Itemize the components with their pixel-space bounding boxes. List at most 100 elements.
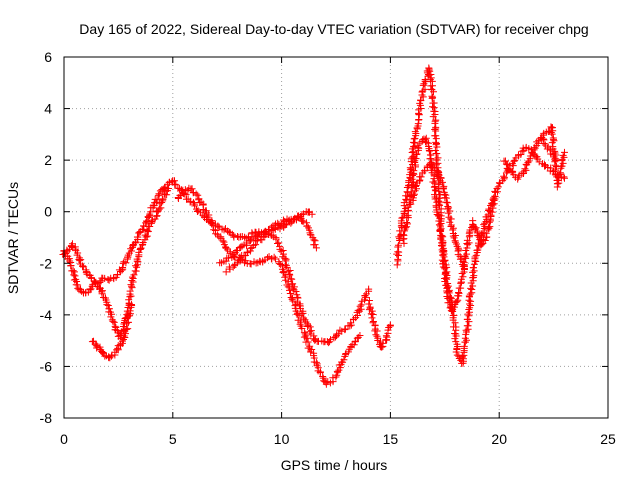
data-point [281,273,289,281]
data-point [121,333,129,341]
data-point [304,338,312,346]
data-point [475,242,483,250]
data-point [190,199,198,207]
axis-ticks: 0 5 10 15 20 25 -8 -6 -4 -2 0 2 4 6 [40,49,616,447]
data-point [427,74,435,82]
data-point [455,246,463,254]
data-point [412,151,420,159]
data-point [463,315,471,323]
data-point [471,253,479,261]
data-point [365,300,373,308]
data-point [559,151,567,159]
data-point [449,308,457,316]
data-point [270,253,278,261]
data-point [319,372,327,380]
data-point [311,241,319,249]
data-point [522,166,530,174]
data-point [275,239,283,247]
data-point [560,148,568,156]
data-point [157,204,165,212]
data-point [442,198,450,206]
data-point [469,264,477,272]
data-point [494,183,502,191]
data-point [431,125,439,133]
data-point [439,185,447,193]
data-point [460,342,468,350]
data-point [228,230,236,238]
y-tick-label: 4 [44,101,52,117]
data-point [333,367,341,375]
data-point [119,263,127,271]
data-point [445,289,453,297]
data-point [127,301,135,309]
data-point [490,194,498,202]
data-point [289,297,297,305]
data-point [123,320,131,328]
data-point [415,111,423,119]
data-point [252,237,260,245]
data-point [93,344,101,352]
data-point [210,226,218,234]
series-track-e [174,184,364,388]
y-tick-label: 0 [44,204,52,220]
data-point [129,274,137,282]
data-point [451,335,459,343]
data-point [124,318,132,326]
data-point [422,134,430,142]
data-point [458,269,466,277]
data-point [432,116,440,124]
data-point [104,301,112,309]
data-point [107,313,115,321]
data-point [243,248,251,256]
data-point [214,222,222,230]
data-point [70,271,78,279]
series-track-b [59,185,172,343]
data-point [331,333,339,341]
data-point [429,113,437,121]
data-point [560,173,568,181]
data-point [316,369,324,377]
data-point [469,282,477,290]
y-tick-label: -6 [40,358,53,374]
y-tick-label: -4 [40,307,53,323]
data-point [378,343,386,351]
data-point [410,190,418,198]
data-point [82,269,90,277]
data-point [459,273,467,281]
data-point [429,178,437,186]
data-point [194,191,202,199]
y-tick-label: -8 [40,410,53,426]
data-point [118,337,126,345]
data-point [143,226,151,234]
data-point [552,157,560,165]
data-point [130,271,138,279]
data-point [158,198,166,206]
data-point [369,310,377,318]
data-point [556,169,564,177]
data-point [431,119,439,127]
data-point [286,271,294,279]
data-point [439,248,447,256]
x-tick-label: 0 [60,431,68,447]
data-point [463,236,471,244]
data-point [356,331,364,339]
data-point [357,301,365,309]
data-point [501,157,509,165]
series-track-g [222,208,316,276]
data-point [485,205,493,213]
x-tick-label: 25 [600,431,616,447]
data-point [303,334,311,342]
data-point [443,275,451,283]
data-point [549,127,557,135]
data-point [327,336,335,344]
data-point [124,325,132,333]
data-point [159,195,167,203]
data-point [441,194,449,202]
data-point [478,230,486,238]
data-point [477,235,485,243]
data-point [134,233,142,241]
data-point [312,244,320,252]
data-point [502,160,510,168]
data-point [263,254,271,262]
data-point [347,319,355,327]
